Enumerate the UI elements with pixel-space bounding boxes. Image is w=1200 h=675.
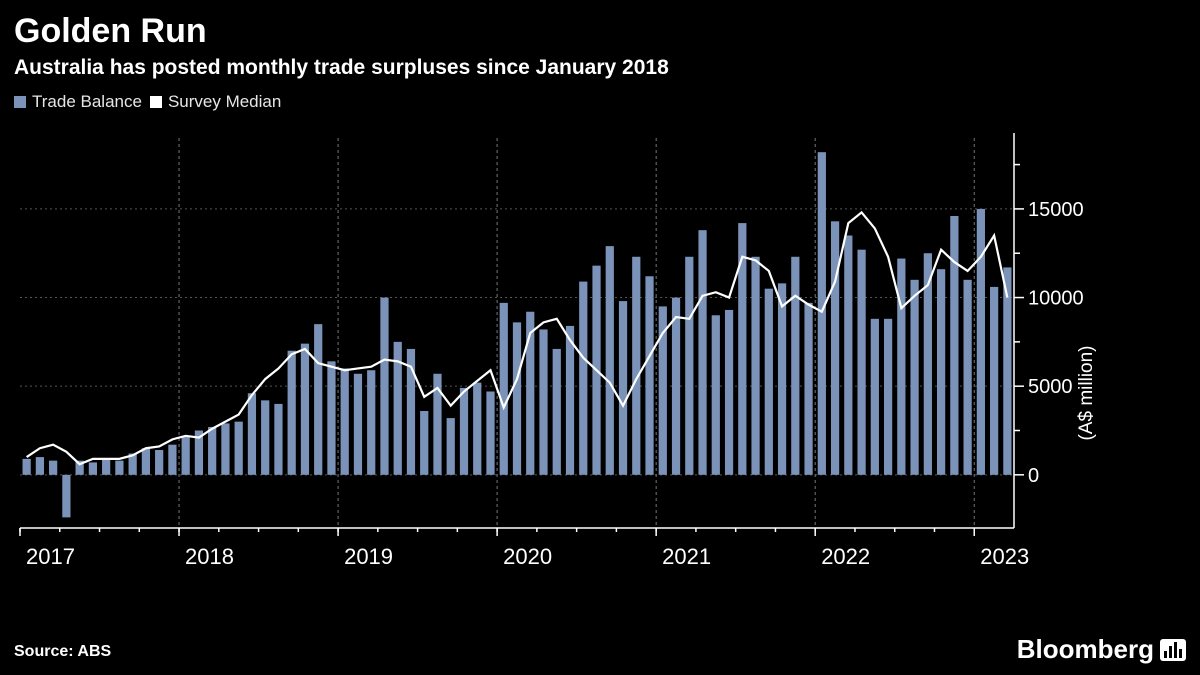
svg-text:2020: 2020 [503,544,552,569]
trade-balance-bar[interactable]: 2021-06: 9300 [725,310,733,475]
trade-balance-bar[interactable]: 2023-03: 11700 [1003,267,1011,474]
trade-balance-bar[interactable]: 2021-07: 14200 [738,223,746,475]
chart-subtitle: Australia has posted monthly trade surpl… [14,56,669,80]
trade-balance-bar[interactable]: 2018-12: 6400 [327,361,335,474]
trade-balance-bar[interactable]: 2018-03: 2700 [208,427,216,475]
bloomberg-icon [1160,639,1186,661]
trade-balance-bar[interactable]: 2020-12: 11200 [645,276,653,475]
legend-item-trade-balance: Trade Balance [14,92,142,112]
survey-median-swatch [150,96,162,108]
trade-balance-bar[interactable]: 2017-08: 800 [115,461,123,475]
trade-balance-bar[interactable]: 2021-08: 12300 [751,257,759,475]
trade-balance-bar[interactable]: 2021-02: 10000 [672,298,680,475]
trade-balance-bar[interactable]: 2021-10: 10800 [778,283,786,474]
trade-balance-bar[interactable]: 2021-11: 12300 [791,257,799,475]
legend-label-trade-balance: Trade Balance [32,92,142,112]
trade-balance-bar[interactable]: 2017-07: 900 [102,459,110,475]
trade-balance-bar[interactable]: 2020-10: 9800 [619,301,627,475]
bloomberg-text: Bloomberg [1017,634,1154,665]
trade-balance-bar[interactable]: 2019-02: 5700 [354,374,362,475]
legend-item-survey-median: Survey Median [150,92,281,112]
trade-balance-bar[interactable]: 2020-05: 7100 [553,349,561,475]
svg-text:2018: 2018 [185,544,234,569]
trade-balance-bar[interactable]: 2021-05: 9000 [712,315,720,475]
trade-balance-bar[interactable]: 2020-01: 9700 [500,303,508,475]
trade-balance-bar[interactable]: 2018-01: 2200 [182,436,190,475]
trade-balance-bar[interactable]: 2018-07: 4200 [261,400,269,474]
chart-legend: Trade Balance Survey Median [14,92,281,112]
trade-balance-bar[interactable]: 2019-04: 10000 [380,298,388,475]
svg-text:2023: 2023 [980,544,1029,569]
chart-title: Golden Run [14,12,207,51]
trade-balance-bar[interactable]: 2019-07: 3600 [420,411,428,475]
svg-text:2021: 2021 [662,544,711,569]
trade-balance-bar[interactable]: 2017-11: 1400 [155,450,163,475]
svg-text:0: 0 [1028,465,1039,487]
chart-page: Golden Run Australia has posted monthly … [0,0,1200,675]
trade-balance-bar[interactable]: 2020-06: 8400 [566,326,574,475]
trade-balance-bar[interactable]: 2020-09: 12900 [606,246,614,475]
trade-balance-bar[interactable]: 2019-12: 4700 [486,392,494,475]
trade-balance-bar[interactable]: 2021-03: 12300 [685,257,693,475]
trade-balance-bar[interactable]: 2019-10: 4900 [460,388,468,475]
trade-balance-bar[interactable]: 2019-03: 5900 [367,370,375,475]
trade-balance-bar[interactable]: 2017-04: -2400 [62,475,70,518]
trade-balance-bar[interactable]: 2021-09: 10500 [765,289,773,475]
svg-text:5000: 5000 [1028,376,1073,398]
legend-label-survey-median: Survey Median [168,92,281,112]
trade-balance-bar[interactable]: 2022-12: 11000 [964,280,972,475]
trade-balance-bar[interactable]: 2022-11: 14600 [950,216,958,475]
trade-balance-bar[interactable]: 2021-04: 13800 [698,230,706,475]
trade-balance-bar[interactable]: 2017-06: 700 [89,462,97,474]
svg-text:2017: 2017 [26,544,75,569]
trade-balance-bar[interactable]: 2022-01: 18200 [818,152,826,475]
trade-balance-bar[interactable]: 2018-04: 2900 [221,423,229,474]
trade-balance-bar[interactable]: 2022-07: 12200 [897,259,905,475]
trade-balance-bar[interactable]: 2017-10: 1500 [142,448,150,475]
trade-balance-bar[interactable]: 2020-02: 8600 [513,322,521,474]
trade-balance-bar[interactable]: 2017-01: 900 [23,459,31,475]
trade-balance-bar[interactable]: 2017-03: 800 [49,461,57,475]
svg-text:10000: 10000 [1028,288,1084,310]
trade-balance-bar[interactable]: 2018-08: 4000 [274,404,282,475]
trade-balance-bar[interactable]: 2019-01: 6000 [341,368,349,474]
trade-balance-bar[interactable]: 2019-09: 3200 [447,418,455,475]
trade-balance-bar[interactable]: 2018-11: 8500 [314,324,322,475]
trade-balance-bar[interactable]: 2022-03: 13500 [844,236,852,475]
trade-balance-bar[interactable]: 2020-11: 12300 [632,257,640,475]
source-label: Source: ABS [14,643,111,661]
trade-balance-bar[interactable]: 2018-05: 3000 [235,422,243,475]
trade-balance-bar[interactable]: 2017-12: 1700 [168,445,176,475]
trade-balance-bar[interactable]: 2020-04: 8200 [539,329,547,474]
svg-text:2019: 2019 [344,544,393,569]
trade-balance-bar[interactable]: 2017-02: 1000 [36,457,44,475]
trade-balance-bar[interactable]: 2020-07: 10900 [579,282,587,475]
trade-balance-bar[interactable]: 2023-02: 10600 [990,287,998,475]
svg-text:2022: 2022 [821,544,870,569]
trade-balance-bar[interactable]: 2018-10: 7400 [301,344,309,475]
trade-balance-bar[interactable]: 2021-12: 9700 [804,303,812,475]
trade-balance-bar[interactable]: 2018-09: 7000 [288,351,296,475]
svg-text:(A$ million): (A$ million) [1076,345,1097,440]
trade-balance-bar[interactable]: 2022-10: 11600 [937,269,945,475]
trade-balance-swatch [14,96,26,108]
trade-balance-bar[interactable]: 2022-08: 11000 [910,280,918,475]
bloomberg-brand: Bloomberg [1017,634,1186,665]
trade-balance-bar[interactable]: 2022-04: 12700 [857,250,865,475]
trade-balance-bar[interactable]: 2022-06: 8800 [884,319,892,475]
trade-balance-bar[interactable]: 2022-05: 8800 [871,319,879,475]
trade-balance-bar[interactable]: 2019-11: 5200 [473,383,481,475]
trade-balance-bar[interactable]: 2022-02: 14300 [831,221,839,475]
svg-text:15000: 15000 [1028,199,1084,221]
chart-plot-area[interactable]: 2017-01: 900 2017-02: 1000 2017-03: 800 201… [14,128,1100,588]
trade-balance-bar[interactable]: 2018-06: 4600 [248,393,256,475]
trade-balance-bar[interactable]: 2023-01: 15000 [977,209,985,475]
